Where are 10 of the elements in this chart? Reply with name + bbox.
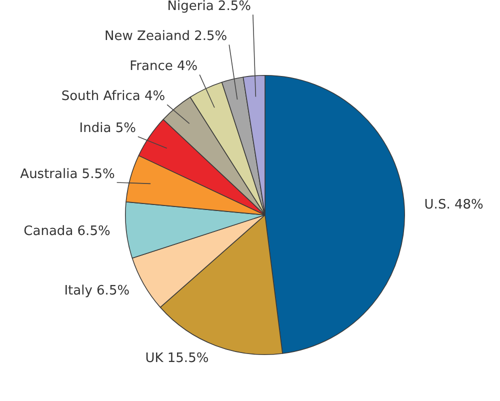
slice-label: South Africa 4% (61, 89, 166, 104)
slice-label: New Zeaiand 2.5% (104, 29, 228, 44)
slice-label: UK 15.5% (145, 351, 209, 366)
slice-label: France 4% (130, 59, 198, 74)
slice-label: India 5% (79, 121, 136, 136)
slice-label: Australia 5.5% (20, 166, 115, 182)
slice-label: Canada 6.5% (24, 224, 110, 240)
slice-label: Italy 6.5% (64, 283, 130, 298)
slice-label: U.S. 48% (424, 198, 484, 213)
slice-label: Nigeria 2.5% (167, 0, 251, 14)
